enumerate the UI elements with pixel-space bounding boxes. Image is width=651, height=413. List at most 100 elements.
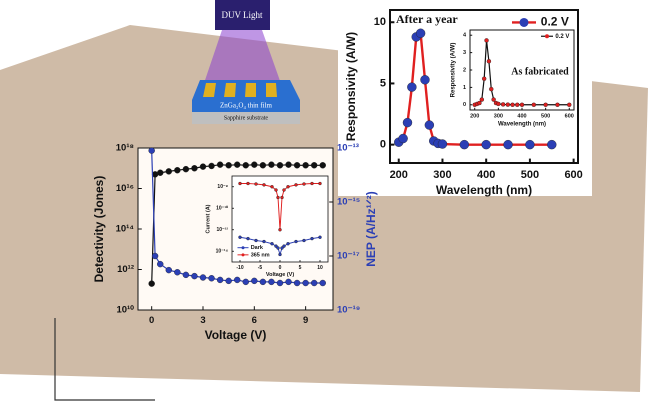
y-tick-label: 10⁻¹⁰ (216, 206, 228, 212)
y-axis-label: Responsivity (A/W) (344, 32, 358, 141)
data-point (246, 181, 250, 186)
data-point (234, 161, 241, 168)
data-point (276, 246, 280, 250)
y-tick-label: 10¹⁶ (116, 183, 134, 194)
x-tick-label: 200 (470, 114, 479, 120)
data-point (310, 162, 318, 169)
data-point (310, 236, 314, 241)
data-point (216, 276, 224, 284)
annotation: As fabricated (511, 66, 569, 77)
light-label: DUV Light (221, 10, 263, 20)
data-point (496, 101, 501, 107)
data-point (415, 28, 426, 38)
data-point (274, 188, 278, 192)
data-point (319, 279, 326, 287)
y-tick-label: 0 (380, 139, 386, 151)
data-point (208, 162, 215, 170)
data-point (199, 274, 207, 281)
data-point (503, 139, 513, 150)
legend-marker (545, 34, 549, 39)
data-point (191, 272, 198, 280)
x-tick-label: 500 (541, 114, 550, 120)
data-point (302, 162, 309, 169)
y-tick-label: 10¹² (117, 264, 134, 275)
x-tick-label: 600 (565, 114, 574, 120)
x-tick-label: 300 (494, 114, 503, 120)
data-point (567, 102, 572, 107)
data-point (484, 38, 489, 43)
y-axis-label: Current (A) (205, 204, 211, 233)
y-tick-label: 5 (380, 77, 386, 89)
y-tick-label: 1 (463, 85, 466, 91)
legend-label: 0.2 V (555, 34, 569, 40)
x-axis-label: Voltage (V) (266, 272, 294, 278)
data-point (276, 279, 284, 287)
x-axis-label: Wavelength (nm) (498, 121, 546, 127)
data-point (262, 183, 266, 187)
corner-line (54, 318, 155, 401)
x-tick-label: 500 (521, 169, 539, 181)
data-point (282, 188, 286, 192)
data-point (525, 139, 535, 150)
x-tick-label: 3 (200, 315, 205, 326)
data-point (543, 102, 548, 107)
y-tick-label: 0 (463, 102, 466, 108)
data-point (481, 76, 487, 81)
data-point (437, 139, 448, 149)
data-point (182, 165, 190, 173)
data-point (424, 120, 435, 130)
data-point (259, 162, 267, 169)
data-point (282, 244, 286, 248)
data-point (268, 161, 275, 168)
x-tick-label: 5 (299, 265, 302, 271)
data-point (310, 181, 314, 186)
x-tick-label: 300 (433, 169, 451, 181)
x-tick-label: -5 (258, 265, 263, 271)
data-point (225, 277, 232, 285)
y-axis-label: Responsivity (A/W) (451, 43, 457, 98)
legend-marker (519, 17, 529, 27)
data-point (407, 82, 417, 92)
data-point (165, 168, 172, 175)
data-point (519, 102, 525, 107)
data-point (477, 100, 482, 106)
legend-label: 0.2 V (541, 15, 569, 29)
data-point (251, 277, 258, 285)
x-tick-label: 0 (279, 265, 282, 271)
data-point (238, 181, 242, 186)
data-point (319, 162, 326, 169)
data-point (294, 183, 298, 187)
data-point (302, 279, 309, 287)
y-tick-label: 10⁻¹⁴ (216, 249, 229, 255)
data-point (318, 181, 322, 186)
data-point (182, 271, 190, 279)
data-point (278, 252, 282, 257)
data-point (515, 102, 520, 107)
legend-marker (241, 246, 245, 250)
data-point (486, 59, 492, 64)
series-line (397, 30, 552, 146)
x-tick-label: 200 (390, 169, 408, 181)
data-point (151, 252, 159, 260)
data-point (285, 278, 292, 286)
data-point (293, 162, 301, 169)
data-point (276, 162, 284, 169)
data-point (270, 185, 274, 189)
y2-tick-label: 10⁻¹³ (337, 143, 359, 154)
x-tick-label: 600 (564, 169, 582, 181)
data-point (294, 239, 298, 244)
data-point (238, 235, 242, 239)
data-point (547, 139, 557, 150)
data-point (199, 163, 207, 170)
y-tick-label: 10¹⁴ (116, 224, 135, 235)
y2-tick-label: 10⁻¹⁹ (337, 305, 360, 316)
data-point (285, 161, 292, 168)
data-point (225, 162, 232, 169)
data-point (157, 260, 164, 268)
series-line (151, 164, 323, 284)
y2-axis-label: NEP (A/Hz¹ᐟ²) (364, 191, 378, 267)
data-point (531, 102, 537, 107)
x-tick-label: 400 (517, 114, 526, 120)
data-point (481, 139, 491, 150)
